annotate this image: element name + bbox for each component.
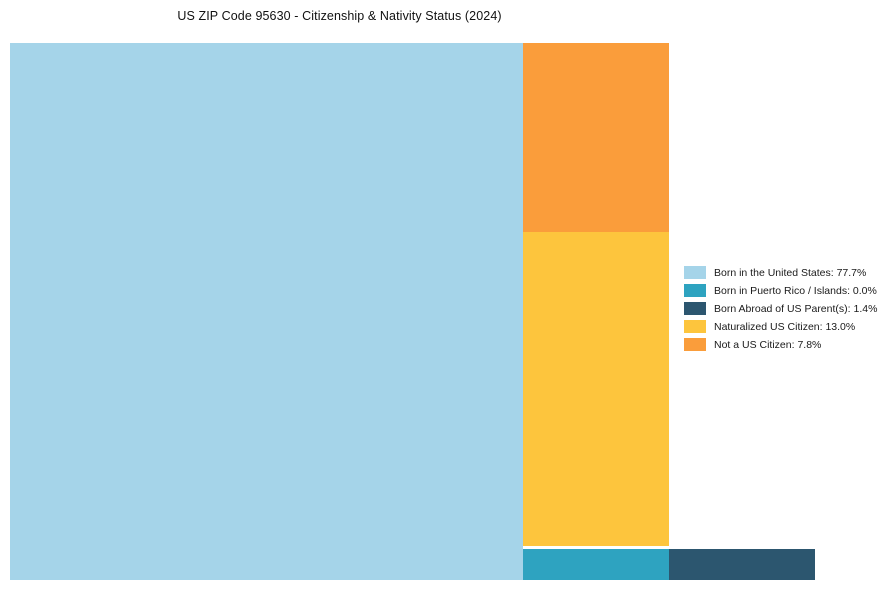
treemap-tile-naturalized — [522, 231, 669, 547]
treemap-right-column — [522, 43, 816, 580]
legend-row-born-us: Born in the United States: 77.7% — [684, 266, 877, 279]
treemap-tile-puerto-rico — [522, 549, 669, 580]
legend-swatch-not-citizen — [684, 338, 706, 351]
legend-label-born-us: Born in the United States: 77.7% — [714, 266, 867, 279]
legend-row-born-abroad: Born Abroad of US Parent(s): 1.4% — [684, 302, 877, 315]
legend-swatch-born-abroad — [684, 302, 706, 315]
legend-swatch-born-us — [684, 266, 706, 279]
treemap-tile-born-us — [10, 43, 523, 580]
treemap-bottom-band — [522, 546, 816, 580]
legend-label-puerto-rico: Born in Puerto Rico / Islands: 0.0% — [714, 284, 877, 297]
legend-label-not-citizen: Not a US Citizen: 7.8% — [714, 338, 822, 351]
legend-label-born-abroad: Born Abroad of US Parent(s): 1.4% — [714, 302, 878, 315]
legend-row-not-citizen: Not a US Citizen: 7.8% — [684, 338, 877, 351]
legend-swatch-naturalized — [684, 320, 706, 333]
legend-label-naturalized: Naturalized US Citizen: 13.0% — [714, 320, 856, 333]
chart-title: US ZIP Code 95630 - Citizenship & Nativi… — [177, 9, 502, 23]
legend-row-puerto-rico: Born in Puerto Rico / Islands: 0.0% — [684, 284, 877, 297]
legend-swatch-puerto-rico — [684, 284, 706, 297]
treemap-tile-not-citizen — [522, 43, 669, 232]
treemap-tile-born-abroad — [668, 549, 816, 580]
legend: Born in the United States: 77.7% Born in… — [684, 266, 877, 351]
treemap-plot — [10, 43, 816, 580]
legend-row-naturalized: Naturalized US Citizen: 13.0% — [684, 320, 877, 333]
